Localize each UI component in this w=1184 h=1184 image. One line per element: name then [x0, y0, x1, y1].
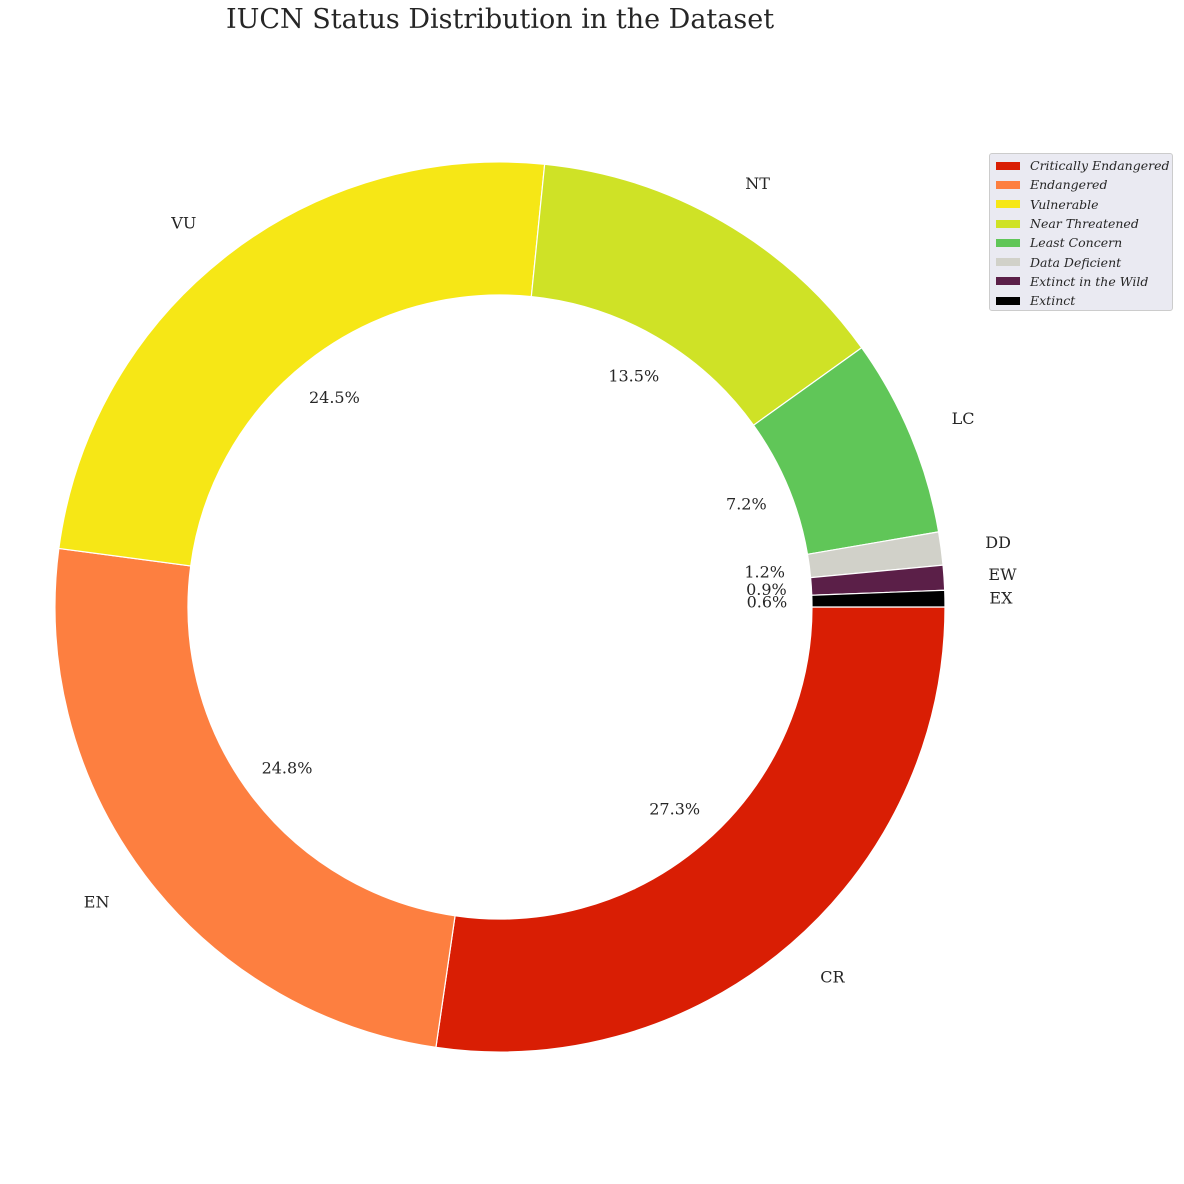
legend-swatch — [996, 296, 1020, 305]
legend-swatch — [996, 161, 1020, 170]
legend-label: Vulnerable — [1030, 196, 1099, 212]
legend-item-lc: Least Concern — [996, 233, 1172, 252]
legend-label: Near Threatened — [1030, 216, 1139, 232]
donut-slices — [54, 161, 946, 1053]
legend-label: Endangered — [1030, 177, 1108, 193]
legend-label: Data Deficient — [1030, 254, 1122, 270]
category-label-ew: EW — [988, 565, 1017, 584]
slice-en — [54, 547, 456, 1049]
legend-swatch — [996, 180, 1020, 189]
legend-label: Extinct in the Wild — [1030, 273, 1149, 289]
legend-swatch — [996, 277, 1020, 286]
slice-vu — [58, 161, 546, 567]
pct-label-ew: 0.9% — [746, 580, 787, 599]
category-label-ex: EX — [989, 588, 1013, 607]
category-label-en: EN — [84, 893, 110, 912]
legend-item-ew: Extinct in the Wild — [996, 272, 1172, 291]
slice-cr — [435, 606, 946, 1053]
legend-item-cr: Critically Endangered — [996, 156, 1172, 175]
legend-label: Least Concern — [1030, 235, 1123, 251]
category-label-lc: LC — [952, 409, 975, 428]
legend-item-ex: Extinct — [996, 291, 1172, 310]
legend-swatch — [996, 238, 1020, 247]
category-label-nt: NT — [745, 174, 770, 193]
pct-label-vu: 24.5% — [309, 388, 360, 407]
pct-label-lc: 7.2% — [726, 495, 767, 514]
pct-label-ex: 0.6% — [747, 592, 788, 611]
legend-swatch — [996, 219, 1020, 228]
pct-label-dd: 1.2% — [744, 562, 785, 581]
legend-swatch — [996, 258, 1020, 267]
category-label-vu: VU — [170, 214, 196, 233]
chart-title: IUCN Status Distribution in the Dataset — [225, 4, 775, 35]
pct-label-cr: 27.3% — [649, 799, 700, 818]
pct-label-nt: 13.5% — [608, 366, 659, 385]
pct-label-en: 24.8% — [262, 758, 313, 777]
legend-item-nt: Near Threatened — [996, 214, 1172, 233]
legend-item-en: Endangered — [996, 175, 1172, 194]
legend-label: Extinct — [1030, 293, 1076, 309]
category-label-dd: DD — [985, 533, 1011, 552]
legend-item-vu: Vulnerable — [996, 195, 1172, 214]
legend-label: Critically Endangered — [1030, 158, 1170, 174]
donut-labels: 27.3% CR 24.8% EN 24.5% VU 13.5% NT 7.2% LC 1.2% DD… — [84, 174, 1017, 987]
slice-ex — [811, 589, 946, 608]
legend-item-dd: Data Deficient — [996, 252, 1172, 271]
category-label-cr: CR — [820, 968, 845, 987]
legend-swatch — [996, 200, 1020, 209]
chart-legend: Critically Endangered Endangered Vulnerabl… — [989, 153, 1173, 311]
